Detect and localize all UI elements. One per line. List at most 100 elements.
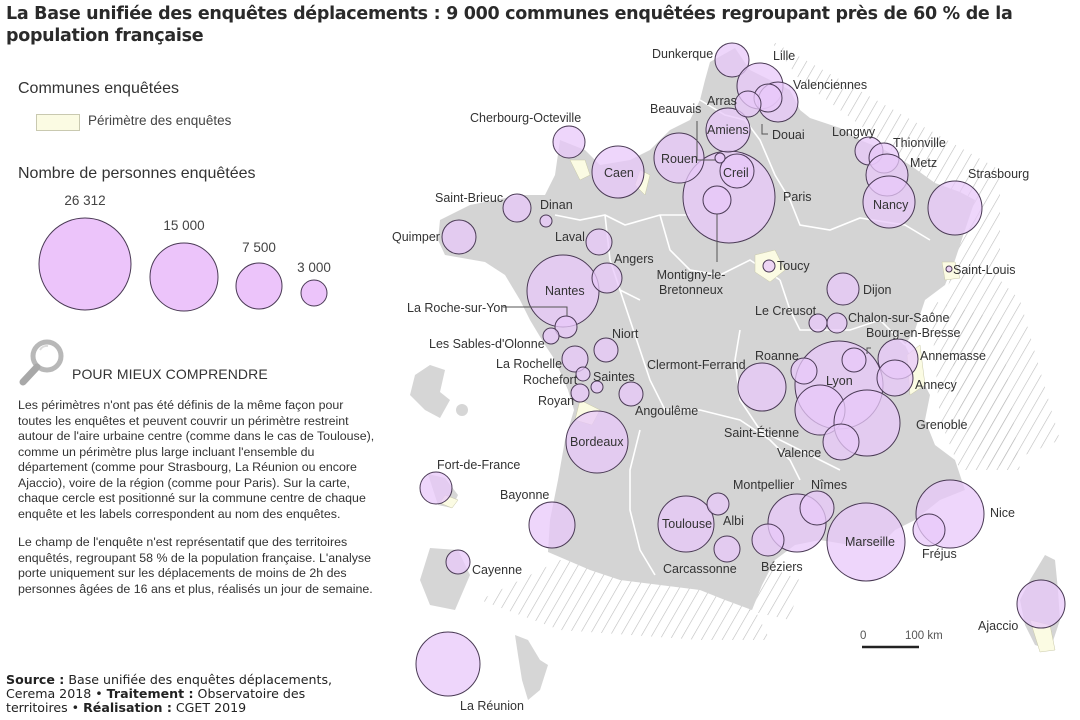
label-carcassonne: Carcassonne xyxy=(663,562,737,576)
label-paris: Paris xyxy=(783,190,811,204)
label-niort: Niort xyxy=(612,327,639,341)
label-nimes: Nîmes xyxy=(811,478,847,492)
info-paragraph-1: Les périmètres n'ont pas été définis de … xyxy=(18,398,375,521)
perimeter-label: Périmètre des enquêtes xyxy=(88,113,232,128)
label-marseille: Marseille xyxy=(845,535,895,549)
circle-frejus[interactable] xyxy=(912,513,946,547)
leader-lines xyxy=(503,121,871,354)
circle-beauvais[interactable] xyxy=(714,152,726,164)
circle-fort-de-france[interactable] xyxy=(419,471,453,505)
label-montpellier: Montpellier xyxy=(733,478,794,492)
legend-circle-smallest xyxy=(300,279,328,307)
communes-legend-title: Communes enquêtées xyxy=(18,80,179,97)
label-roanne: Roanne xyxy=(755,349,799,363)
realisation-text: CGET 2019 xyxy=(171,700,247,715)
circle-laval[interactable] xyxy=(585,228,613,256)
circle-rochefort[interactable] xyxy=(575,366,591,382)
circle-nancy[interactable] xyxy=(862,175,916,229)
label-fort-de-france: Fort-de-France xyxy=(437,458,520,472)
circle-strasbourg[interactable] xyxy=(927,180,983,236)
circle-clermont[interactable] xyxy=(737,362,787,412)
circle-bourg[interactable] xyxy=(841,347,867,373)
label-douai: Douai xyxy=(772,128,805,142)
magnifier-icon xyxy=(19,339,64,386)
label-frejus: Fréjus xyxy=(922,547,957,561)
circle-annecy[interactable] xyxy=(876,359,914,397)
circle-bayonne[interactable] xyxy=(528,501,576,549)
label-saint-brieuc: Saint-Brieuc xyxy=(435,191,503,205)
label-cayenne: Cayenne xyxy=(472,563,522,577)
circle-la-rochelle[interactable] xyxy=(561,345,589,373)
circle-la-roche-sur-yon[interactable] xyxy=(554,315,578,339)
circle-arras[interactable] xyxy=(734,90,762,118)
circle-saintes[interactable] xyxy=(590,380,604,394)
circle-dunkerque[interactable] xyxy=(714,42,750,78)
circle-cayenne[interactable] xyxy=(445,549,471,575)
circle-toucy[interactable] xyxy=(762,259,776,273)
legend-size-label: 15 000 xyxy=(163,218,204,233)
label-dinan: Dinan xyxy=(540,198,573,212)
perimeter-swatch xyxy=(36,114,80,131)
legend-circle-small xyxy=(235,262,283,310)
circle-carcassonne[interactable] xyxy=(713,535,741,563)
circle-chalon[interactable] xyxy=(826,312,848,334)
circle-niort[interactable] xyxy=(593,337,619,363)
circle-marseille[interactable] xyxy=(826,502,906,582)
circle-roanne[interactable] xyxy=(790,357,818,385)
france-mainland xyxy=(438,48,975,610)
label-cherbourg: Cherbourg-Octeville xyxy=(470,111,581,125)
mayotte xyxy=(515,635,548,700)
label-dijon: Dijon xyxy=(863,283,892,297)
label-laval: Laval xyxy=(555,230,585,244)
label-rochefort: Rochefort xyxy=(523,373,578,387)
circle-la-reunion[interactable] xyxy=(415,631,481,697)
label-beziers: Béziers xyxy=(761,560,803,574)
legend-size-label: 26 312 xyxy=(64,193,105,208)
circle-sables-olonne[interactable] xyxy=(542,327,560,345)
label-valence: Valence xyxy=(777,446,821,460)
foreign-hatched-area xyxy=(480,40,1060,640)
label-quimper: Quimper xyxy=(392,230,440,244)
label-royan: Royan xyxy=(538,394,574,408)
circle-cherbourg[interactable] xyxy=(552,125,586,159)
label-la-reunion: La Réunion xyxy=(460,699,524,713)
circle-quimper[interactable] xyxy=(441,219,477,255)
label-amiens: Amiens xyxy=(707,123,749,137)
legend-circle-medium xyxy=(149,242,219,312)
label-strasbourg: Strasbourg xyxy=(968,167,1029,181)
realisation-label: Réalisation : xyxy=(83,700,172,715)
label-saintes: Saintes xyxy=(593,370,635,384)
circle-montigny[interactable] xyxy=(702,185,732,215)
legend-size-label: 3 000 xyxy=(297,260,331,275)
circle-valence[interactable] xyxy=(822,423,860,461)
circle-saint-louis[interactable] xyxy=(945,265,953,273)
label-toulouse: Toulouse xyxy=(662,517,712,531)
circle-nimes[interactable] xyxy=(799,490,835,526)
circle-beziers[interactable] xyxy=(751,523,785,557)
circle-albi[interactable] xyxy=(706,492,730,516)
persons-legend-title: Nombre de personnes enquêtées xyxy=(18,165,256,182)
circle-angouleme[interactable] xyxy=(618,381,644,407)
circle-dijon[interactable] xyxy=(826,272,860,306)
label-sables-olonne: Les Sables-d'Olonne xyxy=(429,337,545,351)
circle-amiens[interactable] xyxy=(705,107,751,153)
circle-angers[interactable] xyxy=(591,262,623,294)
circle-rouen[interactable] xyxy=(653,132,705,184)
circle-creil[interactable] xyxy=(719,153,755,189)
circle-ajaccio[interactable] xyxy=(1016,579,1066,629)
label-caen: Caen xyxy=(604,166,634,180)
label-dunkerque: Dunkerque xyxy=(652,47,713,61)
circle-royan[interactable] xyxy=(570,383,590,403)
label-bordeaux: Bordeaux xyxy=(570,435,624,449)
label-ajaccio: Ajaccio xyxy=(978,619,1018,633)
circle-caen[interactable] xyxy=(591,145,645,199)
circle-dinan[interactable] xyxy=(539,214,553,228)
label-creil: Creil xyxy=(723,166,749,180)
label-grenoble: Grenoble xyxy=(916,418,967,432)
circle-bordeaux[interactable] xyxy=(565,410,629,474)
label-nancy: Nancy xyxy=(873,198,909,212)
label-bourg-en-bresse: Bourg-en-Bresse xyxy=(866,326,961,340)
circle-saint-brieuc[interactable] xyxy=(502,193,532,223)
legend-size-label: 7 500 xyxy=(242,240,276,255)
circle-toulouse[interactable] xyxy=(657,495,715,553)
